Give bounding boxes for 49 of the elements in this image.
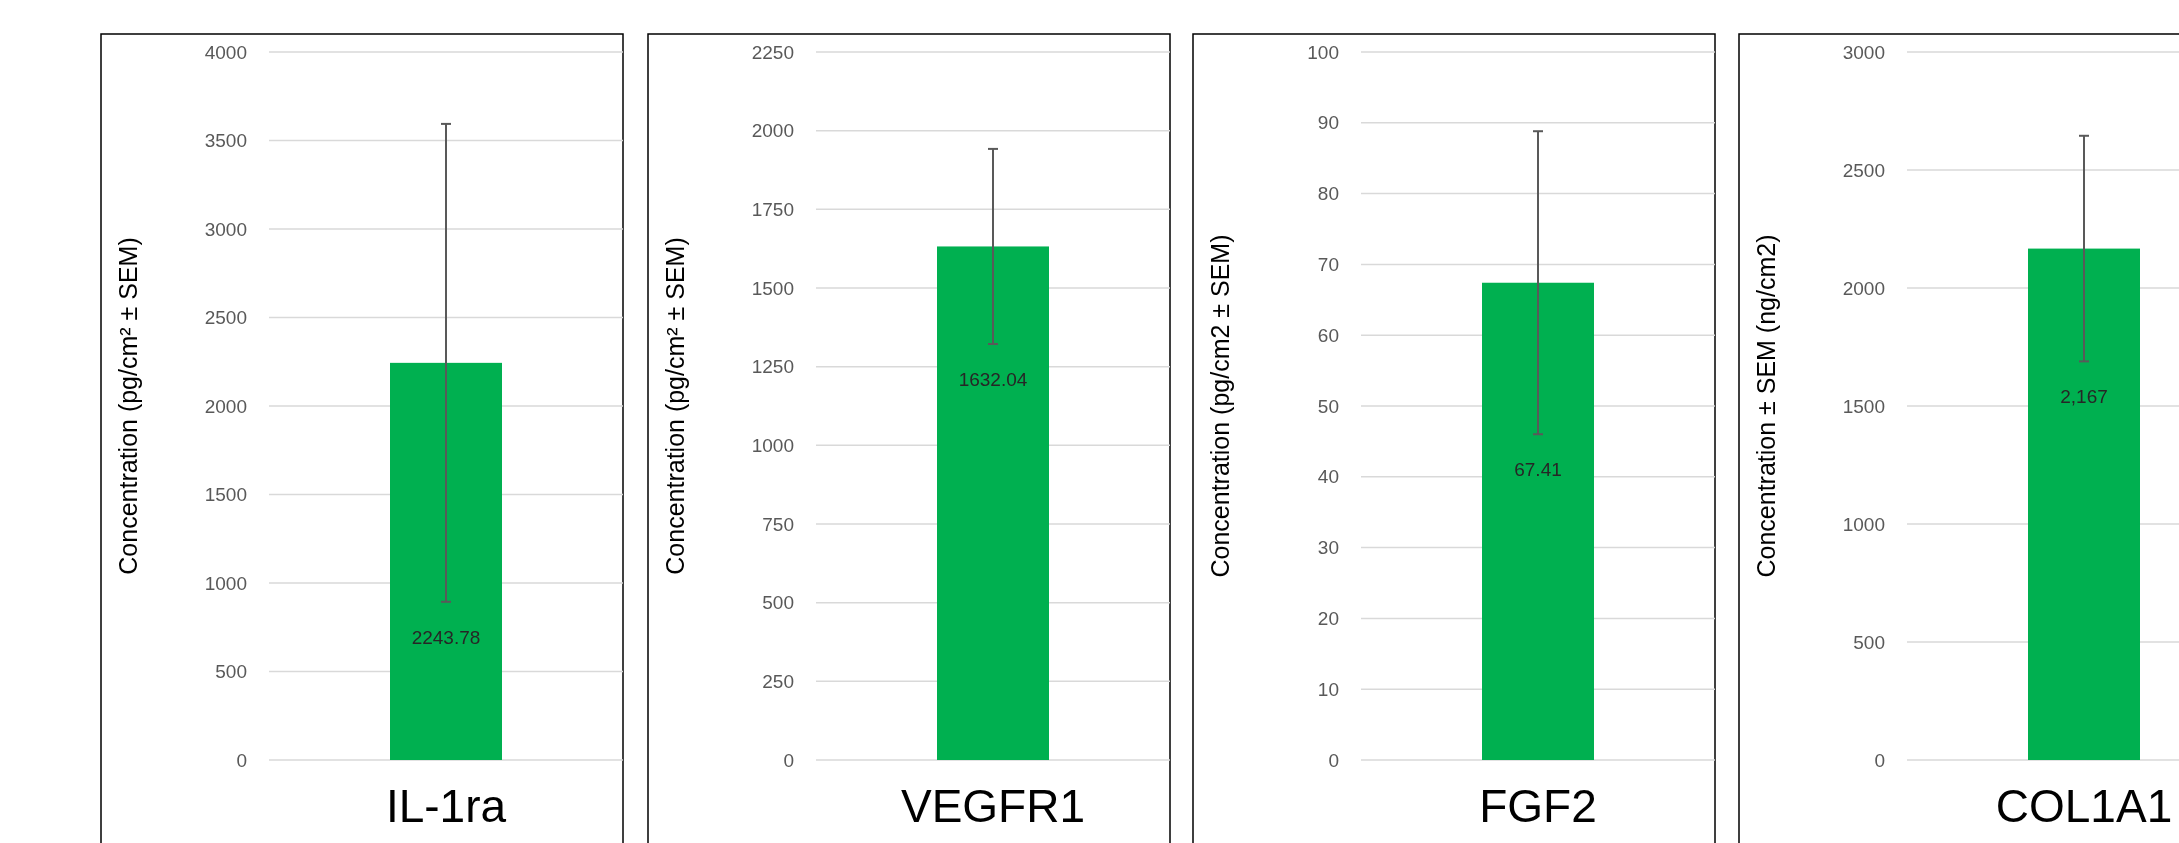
x-tick-label: COL1A1	[1995, 780, 2173, 832]
y-tick-label: 50	[1317, 395, 1339, 417]
y-tick-label: 10	[1317, 678, 1339, 700]
y-axis-title: Concentration (pg/cm² ± SEM)	[114, 237, 142, 575]
y-axis-title: Concentration (pg/cm2 ± SEM)	[1206, 234, 1234, 578]
y-tick-label: 2500	[1842, 159, 1885, 181]
y-tick-label: 250	[762, 670, 794, 692]
y-tick-label: 40	[1317, 466, 1339, 488]
y-tick-label: 3500	[204, 130, 247, 152]
y-tick-label: 1000	[751, 434, 794, 456]
y-tick-label: 2250	[751, 41, 794, 63]
y-tick-label: 4000	[204, 41, 247, 63]
y-tick-label: 30	[1317, 537, 1339, 559]
x-tick-label: VEGFR1	[900, 780, 1086, 832]
y-tick-label: 2000	[751, 120, 794, 142]
y-tick-label: 20	[1317, 608, 1339, 630]
y-tick-label: 500	[1853, 631, 1885, 653]
y-tick-label: 1500	[1842, 395, 1885, 417]
data-label: 67.41	[1514, 459, 1562, 481]
y-tick-label: 1000	[204, 572, 247, 594]
y-tick-label: 1000	[1842, 513, 1885, 535]
y-axis-title: Concentration ± SEM (ng/cm2)	[1752, 234, 1780, 578]
y-tick-label: 1500	[751, 277, 794, 299]
y-tick-label: 60	[1317, 324, 1339, 346]
y-tick-label: 1750	[751, 198, 794, 220]
y-tick-label: 2000	[1842, 277, 1885, 299]
y-tick-label: 90	[1317, 112, 1339, 134]
y-tick-label: 70	[1317, 254, 1339, 276]
y-tick-label: 2500	[204, 307, 247, 329]
y-tick-label: 100	[1307, 41, 1339, 63]
data-label: 1632.04	[958, 369, 1028, 390]
x-tick-label: IL-1ra	[385, 780, 507, 832]
y-tick-label: 80	[1317, 183, 1339, 205]
x-tick-label: FGF2	[1479, 780, 1597, 832]
data-label: 2243.78	[411, 626, 481, 648]
y-tick-label: 0	[1328, 749, 1339, 771]
y-tick-label: 500	[762, 592, 794, 614]
y-tick-label: 0	[1874, 749, 1885, 771]
y-tick-label: 0	[236, 749, 247, 771]
y-tick-label: 3000	[1842, 41, 1885, 63]
y-tick-label: 2000	[204, 395, 247, 417]
y-tick-label: 0	[783, 749, 794, 771]
y-tick-label: 1250	[751, 356, 794, 378]
y-tick-label: 500	[215, 661, 247, 683]
y-axis-title: Concentration (pg/cm² ± SEM)	[661, 237, 689, 575]
y-tick-label: 1500	[204, 484, 247, 506]
data-label: 2,167	[2060, 386, 2108, 408]
y-tick-label: 750	[762, 513, 794, 535]
y-tick-label: 3000	[204, 218, 247, 240]
